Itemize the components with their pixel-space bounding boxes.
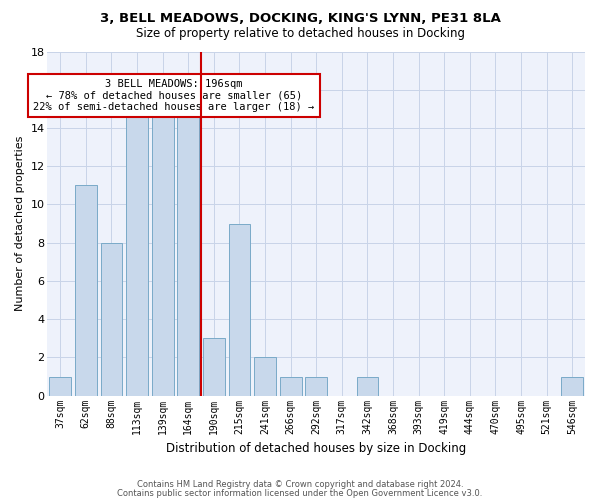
Bar bbox=[254, 358, 276, 396]
Text: Contains public sector information licensed under the Open Government Licence v3: Contains public sector information licen… bbox=[118, 488, 482, 498]
Bar bbox=[75, 186, 97, 396]
Bar bbox=[101, 242, 122, 396]
X-axis label: Distribution of detached houses by size in Docking: Distribution of detached houses by size … bbox=[166, 442, 466, 455]
Bar bbox=[356, 376, 379, 396]
Bar bbox=[229, 224, 250, 396]
Y-axis label: Number of detached properties: Number of detached properties bbox=[15, 136, 25, 312]
Bar bbox=[203, 338, 225, 396]
Bar bbox=[305, 376, 327, 396]
Bar bbox=[152, 109, 173, 396]
Text: 3 BELL MEADOWS: 196sqm
← 78% of detached houses are smaller (65)
22% of semi-det: 3 BELL MEADOWS: 196sqm ← 78% of detached… bbox=[33, 79, 314, 112]
Bar bbox=[178, 109, 199, 396]
Bar bbox=[49, 376, 71, 396]
Text: 3, BELL MEADOWS, DOCKING, KING'S LYNN, PE31 8LA: 3, BELL MEADOWS, DOCKING, KING'S LYNN, P… bbox=[100, 12, 500, 26]
Bar bbox=[562, 376, 583, 396]
Bar bbox=[126, 109, 148, 396]
Bar bbox=[280, 376, 302, 396]
Text: Contains HM Land Registry data © Crown copyright and database right 2024.: Contains HM Land Registry data © Crown c… bbox=[137, 480, 463, 489]
Text: Size of property relative to detached houses in Docking: Size of property relative to detached ho… bbox=[136, 28, 464, 40]
